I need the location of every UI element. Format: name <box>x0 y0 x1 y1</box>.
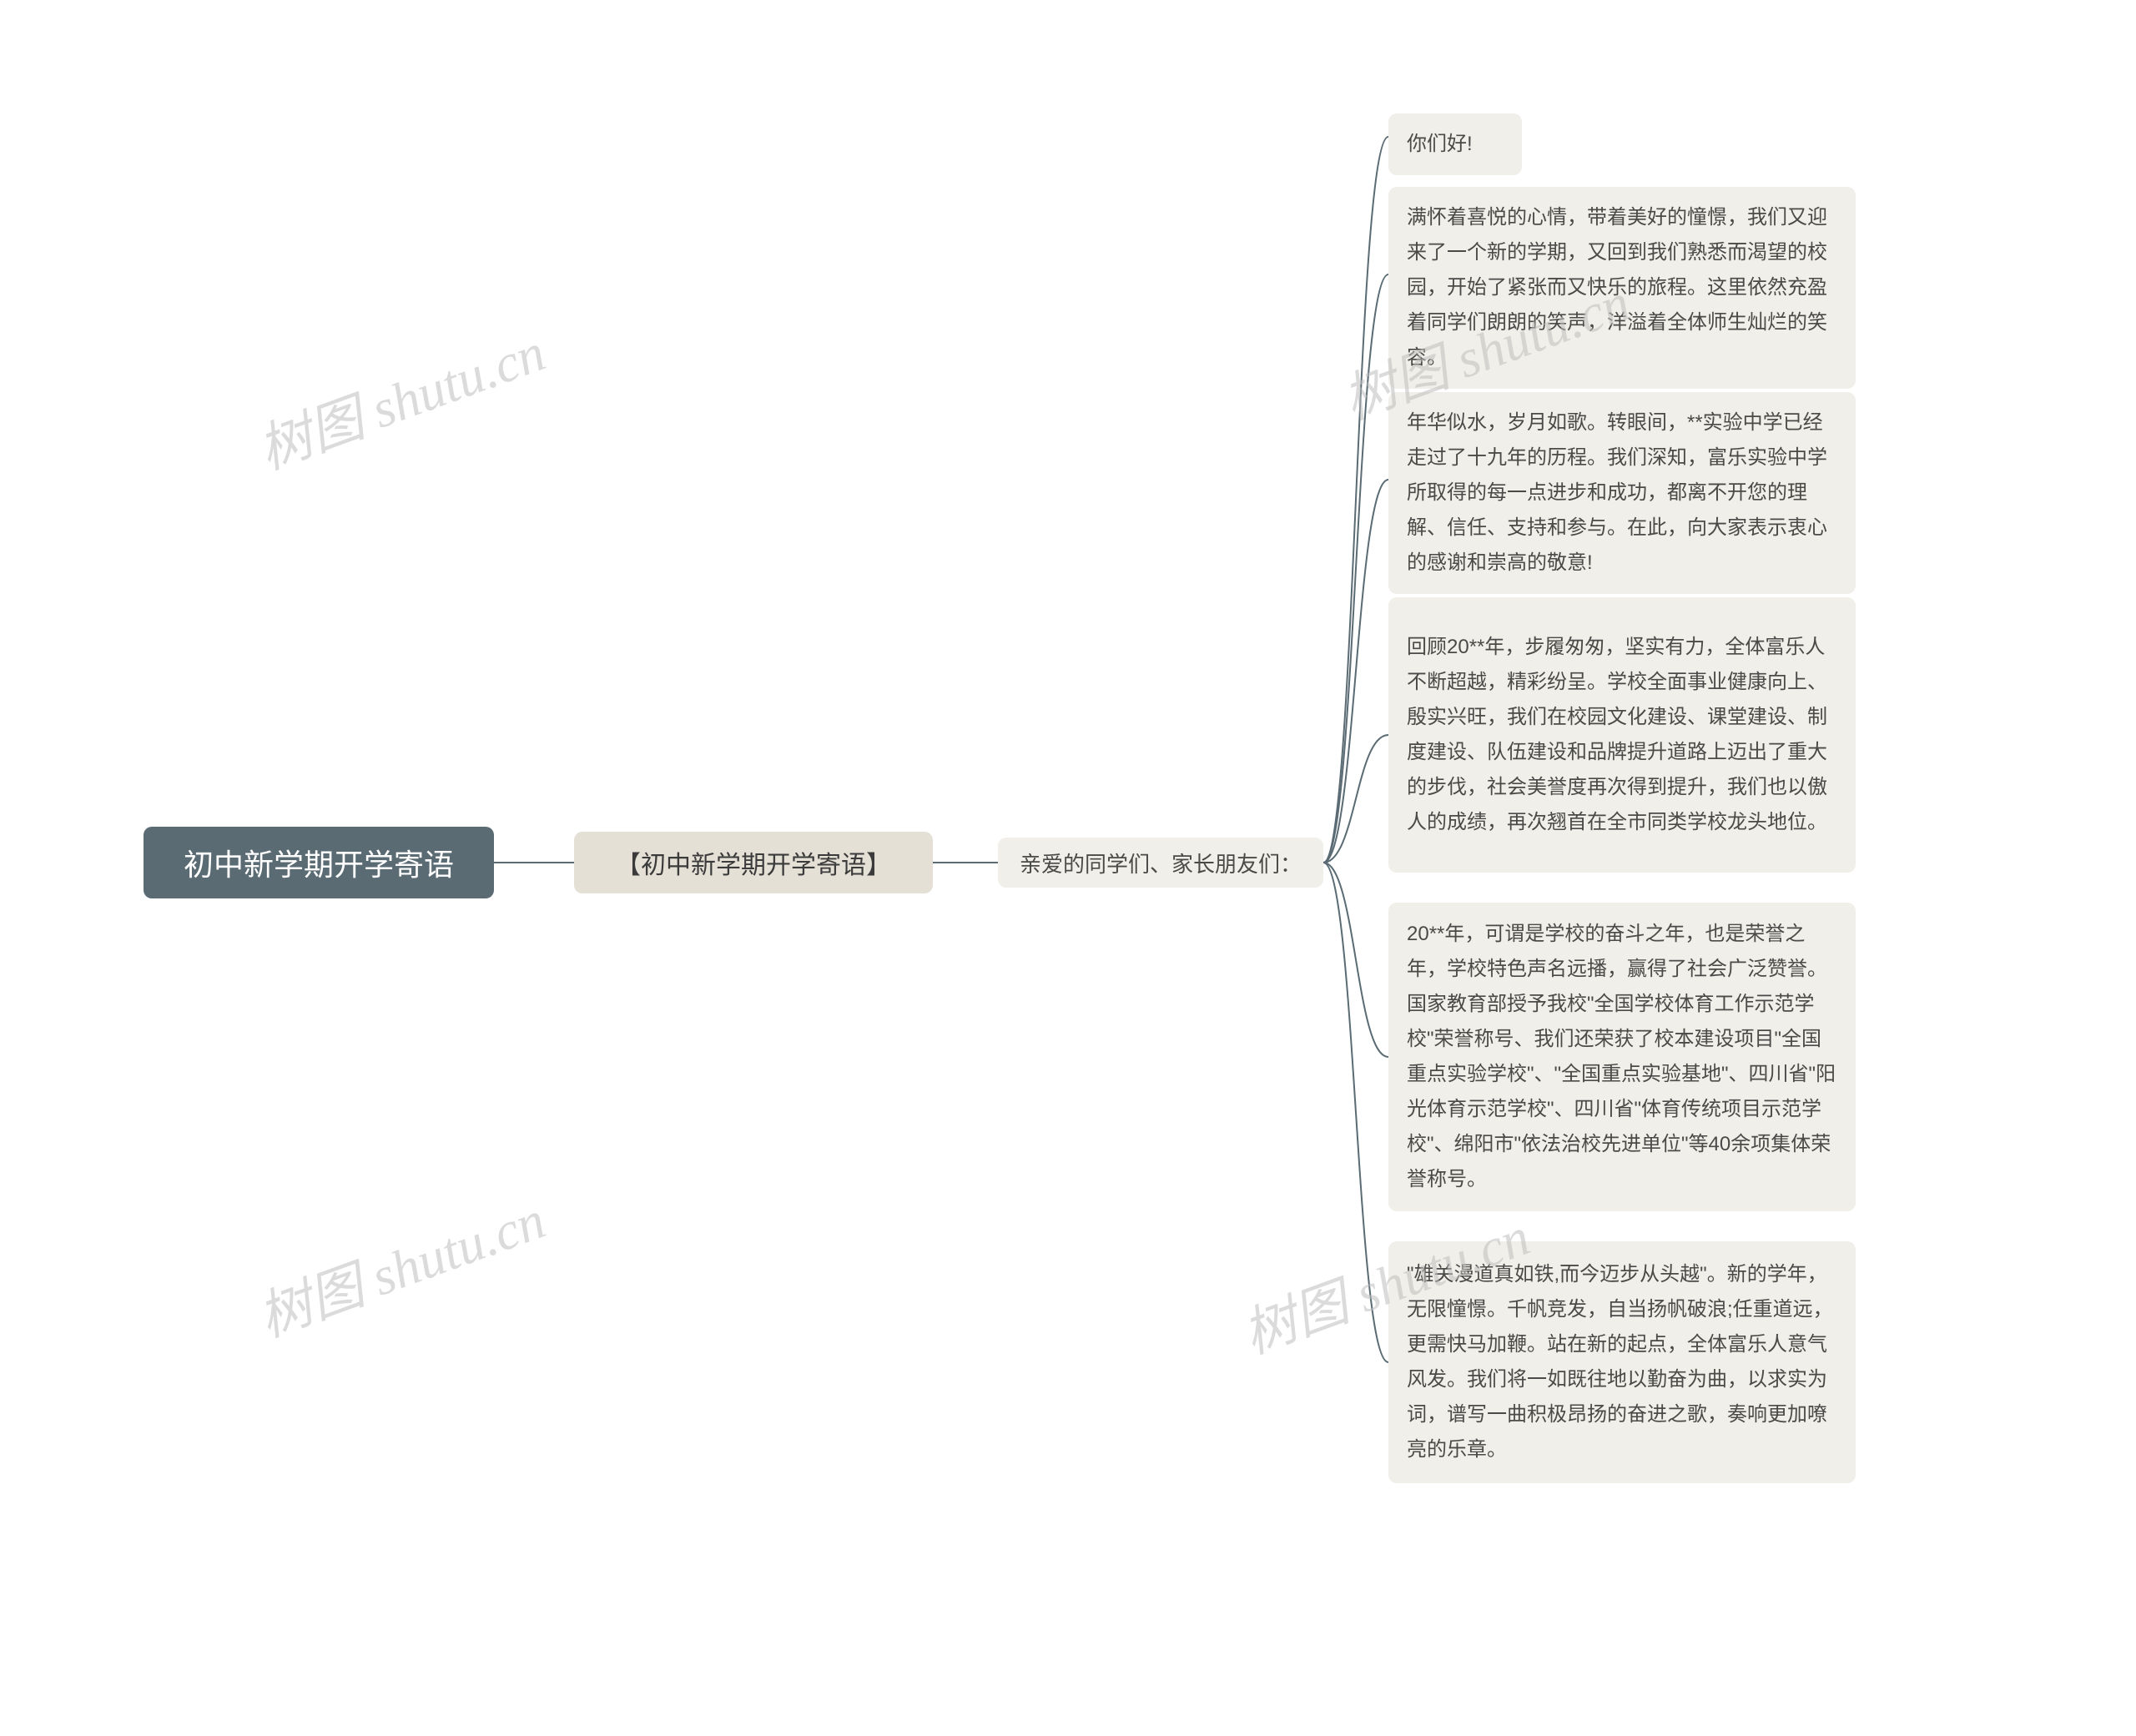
branch-node-title[interactable]: 【初中新学期开学寄语】 <box>574 832 933 893</box>
root-label: 初中新学期开学寄语 <box>184 841 454 884</box>
leaf-node-2[interactable]: 年华似水，岁月如歌。转眼间，**实验中学已经走过了十九年的历程。我们深知，富乐实… <box>1388 392 1856 594</box>
greeting-label: 亲爱的同学们、家长朋友们： <box>1020 848 1302 878</box>
leaf-node-1[interactable]: 满怀着喜悦的心情，带着美好的憧憬，我们又迎来了一个新的学期，又回到我们熟悉而渴望… <box>1388 187 1856 389</box>
leaf-node-5[interactable]: "雄关漫道真如铁,而今迈步从头越"。新的学年，无限憧憬。千帆竞发，自当扬帆破浪;… <box>1388 1241 1856 1483</box>
root-node[interactable]: 初中新学期开学寄语 <box>144 827 494 898</box>
leaf-text: 你们好! <box>1407 127 1473 162</box>
watermark: 树图 shutu.cn <box>246 1177 554 1351</box>
mindmap-canvas: 初中新学期开学寄语 【初中新学期开学寄语】 亲爱的同学们、家长朋友们： 你们好!… <box>0 0 2136 1736</box>
leaf-text: 满怀着喜悦的心情，带着美好的憧憬，我们又迎来了一个新的学期，又回到我们熟悉而渴望… <box>1407 200 1837 375</box>
leaf-text: "雄关漫道真如铁,而今迈步从头越"。新的学年，无限憧憬。千帆竞发，自当扬帆破浪;… <box>1407 1257 1837 1467</box>
leaf-text: 回顾20**年，步履匆匆，坚实有力，全体富乐人不断超越，精彩纷呈。学校全面事业健… <box>1407 630 1837 840</box>
branch-label: 【初中新学期开学寄语】 <box>616 844 891 881</box>
leaf-node-3[interactable]: 回顾20**年，步履匆匆，坚实有力，全体富乐人不断超越，精彩纷呈。学校全面事业健… <box>1388 597 1856 873</box>
leaf-node-0[interactable]: 你们好! <box>1388 113 1522 175</box>
branch-node-greeting[interactable]: 亲爱的同学们、家长朋友们： <box>998 838 1323 888</box>
watermark: 树图 shutu.cn <box>246 309 554 484</box>
leaf-node-4[interactable]: 20**年，可谓是学校的奋斗之年，也是荣誉之年，学校特色声名远播，赢得了社会广泛… <box>1388 903 1856 1211</box>
leaf-text: 20**年，可谓是学校的奋斗之年，也是荣誉之年，学校特色声名远播，赢得了社会广泛… <box>1407 917 1837 1197</box>
leaf-text: 年华似水，岁月如歌。转眼间，**实验中学已经走过了十九年的历程。我们深知，富乐实… <box>1407 405 1837 581</box>
